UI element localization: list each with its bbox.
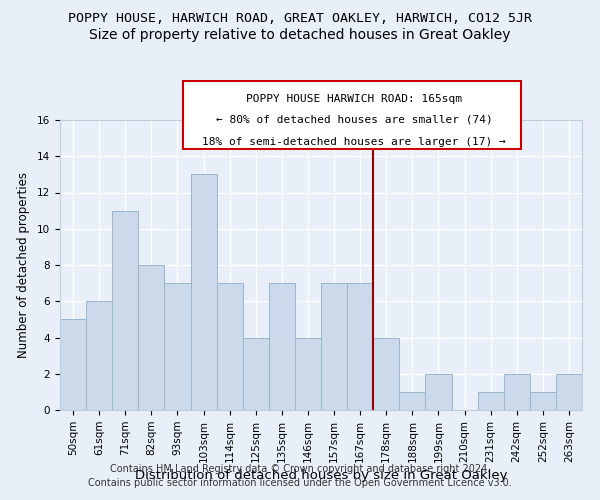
Bar <box>400 392 425 410</box>
Text: Size of property relative to detached houses in Great Oakley: Size of property relative to detached ho… <box>89 28 511 42</box>
Text: POPPY HOUSE HARWICH ROAD: 165sqm: POPPY HOUSE HARWICH ROAD: 165sqm <box>246 94 462 104</box>
Text: ← 80% of detached houses are smaller (74): ← 80% of detached houses are smaller (74… <box>215 115 493 125</box>
Bar <box>530 392 556 410</box>
Bar <box>556 374 582 410</box>
Bar <box>191 174 217 410</box>
Bar <box>478 392 504 410</box>
Bar <box>60 320 86 410</box>
Bar <box>269 283 295 410</box>
Bar <box>425 374 452 410</box>
Bar <box>321 283 347 410</box>
Text: POPPY HOUSE, HARWICH ROAD, GREAT OAKLEY, HARWICH, CO12 5JR: POPPY HOUSE, HARWICH ROAD, GREAT OAKLEY,… <box>68 12 532 26</box>
Bar <box>347 283 373 410</box>
Text: 18% of semi-detached houses are larger (17) →: 18% of semi-detached houses are larger (… <box>202 138 506 147</box>
Bar <box>86 301 112 410</box>
Y-axis label: Number of detached properties: Number of detached properties <box>17 172 30 358</box>
Bar <box>373 338 400 410</box>
Bar <box>139 265 164 410</box>
Bar <box>242 338 269 410</box>
Bar <box>112 210 139 410</box>
Text: Contains HM Land Registry data © Crown copyright and database right 2024.
Contai: Contains HM Land Registry data © Crown c… <box>88 464 512 487</box>
Bar <box>217 283 243 410</box>
Bar <box>164 283 191 410</box>
X-axis label: Distribution of detached houses by size in Great Oakley: Distribution of detached houses by size … <box>135 469 507 482</box>
Bar <box>295 338 321 410</box>
FancyBboxPatch shape <box>184 82 521 148</box>
Bar <box>504 374 530 410</box>
